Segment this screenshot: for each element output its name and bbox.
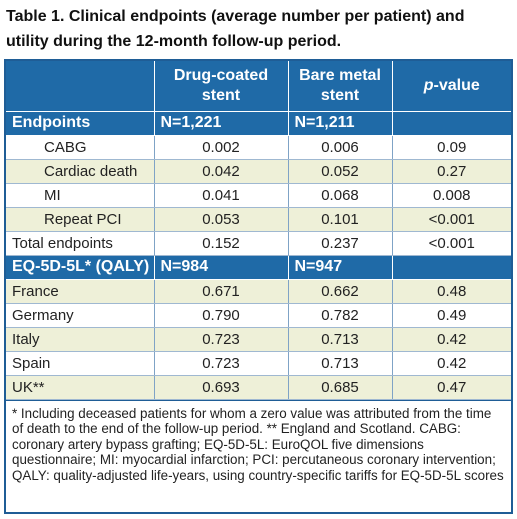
row-p-value: 0.42 <box>392 327 511 352</box>
row-label: Cardiac death <box>6 159 155 184</box>
header-dcs-line1: Drug-coated <box>173 66 269 84</box>
header-dcs-line2: stent <box>201 86 241 104</box>
header-bare-metal-stent: Bare metal stent <box>288 61 393 112</box>
row-dcs-value: 0.723 <box>154 327 289 352</box>
section-label: EQ-5D-5L* (QALY) <box>6 255 155 280</box>
header-bms-line1: Bare metal <box>299 66 381 84</box>
row-bms-value: 0.782 <box>288 303 393 328</box>
table-row: MI 0.041 0.068 0.008 <box>6 183 511 208</box>
section-header-endpoints: Endpoints N=1,221 N=1,211 <box>6 111 511 136</box>
header-p-rest: -value <box>433 76 480 94</box>
row-label: Spain <box>6 351 155 376</box>
row-dcs-value: 0.053 <box>154 207 289 232</box>
row-label: Germany <box>6 303 155 328</box>
row-label: Repeat PCI <box>6 207 155 232</box>
section-n-bms: N=947 <box>288 255 393 280</box>
table-title: Table 1. Clinical endpoints (average num… <box>6 4 511 54</box>
row-p-value: <0.001 <box>392 231 511 256</box>
row-dcs-value: 0.002 <box>154 135 289 160</box>
row-bms-value: 0.713 <box>288 327 393 352</box>
header-p-italic: p <box>423 76 434 94</box>
section-n-dcs: N=1,221 <box>154 111 289 136</box>
row-p-value: 0.008 <box>392 183 511 208</box>
table-row: CABG 0.002 0.006 0.09 <box>6 135 511 160</box>
row-bms-value: 0.052 <box>288 159 393 184</box>
table-row: UK** 0.693 0.685 0.47 <box>6 375 511 400</box>
row-bms-value: 0.006 <box>288 135 393 160</box>
header-bms-line2: stent <box>320 86 360 104</box>
row-dcs-value: 0.042 <box>154 159 289 184</box>
row-label: MI <box>6 183 155 208</box>
header-drug-coated-stent: Drug-coated stent <box>154 61 289 112</box>
row-bms-value: 0.713 <box>288 351 393 376</box>
table-container: Drug-coated stent Bare metal stent p-val… <box>4 59 513 514</box>
section-header-eq5d: EQ-5D-5L* (QALY) N=984 N=947 <box>6 255 511 280</box>
row-label: UK** <box>6 375 155 400</box>
table-row: Spain 0.723 0.713 0.42 <box>6 351 511 376</box>
section-blank <box>392 111 511 136</box>
row-dcs-value: 0.723 <box>154 351 289 376</box>
table-row: Italy 0.723 0.713 0.42 <box>6 327 511 352</box>
row-dcs-value: 0.152 <box>154 231 289 256</box>
section-label: Endpoints <box>6 111 155 136</box>
row-p-value: 0.48 <box>392 279 511 304</box>
row-bms-value: 0.662 <box>288 279 393 304</box>
row-p-value: <0.001 <box>392 207 511 232</box>
row-bms-value: 0.237 <box>288 231 393 256</box>
row-label: France <box>6 279 155 304</box>
row-dcs-value: 0.693 <box>154 375 289 400</box>
table-title-line1: Table 1. Clinical endpoints (average num… <box>6 8 465 25</box>
row-p-value: 0.42 <box>392 351 511 376</box>
table-row: Germany 0.790 0.782 0.49 <box>6 303 511 328</box>
header-p-value: p-value <box>392 61 511 112</box>
header-blank <box>6 61 155 112</box>
row-p-value: 0.27 <box>392 159 511 184</box>
row-bms-value: 0.101 <box>288 207 393 232</box>
section-blank <box>392 255 511 280</box>
row-label: CABG <box>6 135 155 160</box>
row-p-value: 0.47 <box>392 375 511 400</box>
row-p-value: 0.09 <box>392 135 511 160</box>
table-row: Repeat PCI 0.053 0.101 <0.001 <box>6 207 511 232</box>
row-label: Total endpoints <box>6 231 155 256</box>
table-row: France 0.671 0.662 0.48 <box>6 279 511 304</box>
row-dcs-value: 0.041 <box>154 183 289 208</box>
row-bms-value: 0.068 <box>288 183 393 208</box>
table-row: Cardiac death 0.042 0.052 0.27 <box>6 159 511 184</box>
table-title-line2: utility during the 12-month follow-up pe… <box>6 33 342 50</box>
row-p-value: 0.49 <box>392 303 511 328</box>
row-label: Italy <box>6 327 155 352</box>
table-footnote: * Including deceased patients for whom a… <box>6 399 511 488</box>
section-n-bms: N=1,211 <box>288 111 393 136</box>
row-dcs-value: 0.671 <box>154 279 289 304</box>
header-row: Drug-coated stent Bare metal stent p-val… <box>6 61 511 112</box>
table-row-total: Total endpoints 0.152 0.237 <0.001 <box>6 231 511 256</box>
row-bms-value: 0.685 <box>288 375 393 400</box>
row-dcs-value: 0.790 <box>154 303 289 328</box>
data-table: Drug-coated stent Bare metal stent p-val… <box>6 61 511 400</box>
section-n-dcs: N=984 <box>154 255 289 280</box>
